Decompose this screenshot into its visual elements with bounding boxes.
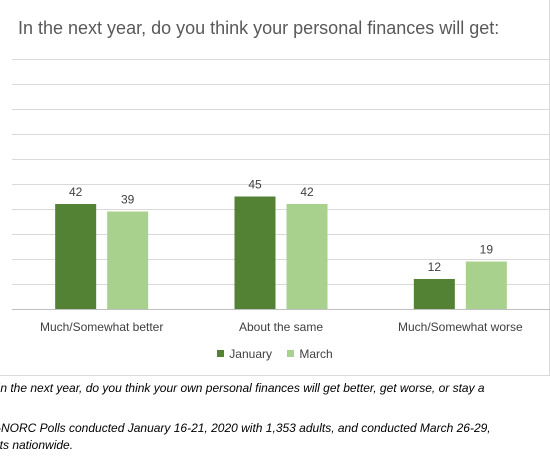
category-label-2: Much/Somewhat worse	[398, 320, 523, 334]
data-label-january-2: 12	[428, 260, 442, 274]
legend-label-march: March	[299, 347, 333, 361]
bar-january-0	[55, 204, 97, 309]
bar-chart: 42 39 Much/Somewhat better 45 42 About the sa…	[12, 59, 550, 334]
data-label-march-0: 39	[121, 193, 135, 207]
source-footnote-line1: -NORC Polls conducted January 16-21, 202…	[0, 421, 491, 435]
category-label-1: About the same	[239, 320, 323, 334]
chart-area: In the next year, do you think your pers…	[0, 0, 550, 376]
category-label-0: Much/Somewhat better	[40, 320, 163, 334]
legend-item-january: January	[217, 347, 272, 361]
data-label-january-1: 45	[248, 178, 262, 192]
bar-january-1	[234, 196, 276, 309]
data-label-march-1: 42	[300, 185, 314, 199]
data-label-march-2: 19	[480, 243, 494, 257]
legend: January March	[0, 347, 550, 361]
chart-title: In the next year, do you think your pers…	[18, 18, 500, 38]
bar-march-1	[286, 204, 328, 309]
bar-january-2	[413, 279, 455, 309]
legend-item-march: March	[287, 347, 333, 361]
question-footnote: In the next year, do you think your own …	[0, 381, 485, 395]
legend-swatch-march	[287, 350, 295, 358]
bar-march-2	[465, 261, 507, 309]
data-label-january-0: 42	[69, 185, 83, 199]
bar-march-0	[107, 211, 149, 309]
legend-swatch-january	[217, 350, 225, 358]
legend-label-january: January	[229, 347, 272, 361]
source-footnote-line2: lts nationwide.	[0, 438, 74, 452]
